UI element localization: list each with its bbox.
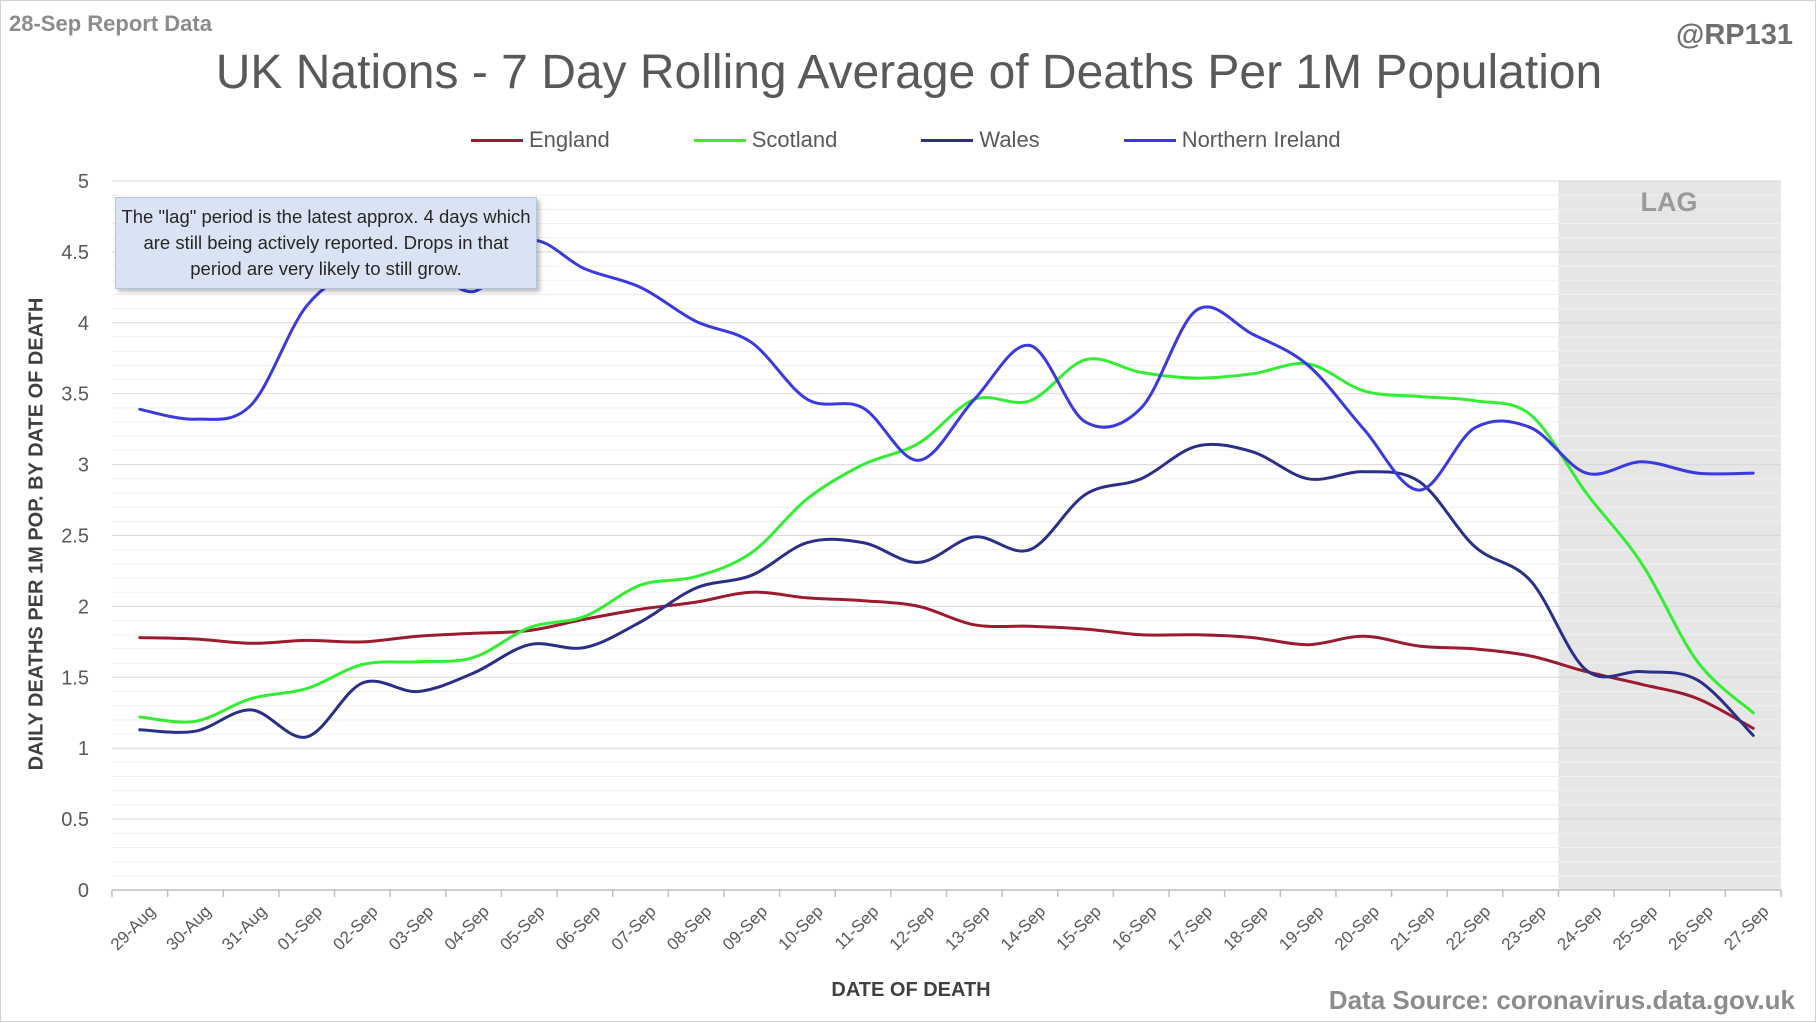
x-tick-label: 17-Sep [1164, 902, 1216, 954]
y-tick-label: 0.5 [61, 809, 89, 831]
y-tick-label: 1.5 [61, 667, 89, 689]
x-tick-label: 08-Sep [663, 902, 715, 954]
x-tick-label: 02-Sep [329, 902, 381, 954]
series-line-england [138, 590, 1755, 730]
y-tick-label: 2.5 [61, 526, 89, 548]
y-tick-label: 0 [78, 880, 89, 902]
x-tick-label: 19-Sep [1275, 902, 1327, 954]
y-tick-label: 3 [78, 455, 89, 477]
x-tick-label: 06-Sep [552, 902, 604, 954]
chart-title: UK Nations - 7 Day Rolling Average of De… [215, 46, 1603, 99]
x-tick-label: 24-Sep [1553, 902, 1605, 954]
legend-label-northern-ireland: Northern Ireland [1181, 127, 1341, 152]
lag-annotation-box: The "lag" period is the latest approx. 4… [115, 197, 537, 289]
x-tick-label: 22-Sep [1442, 902, 1494, 954]
chart-legend: England Scotland Wales Northern Ireland [471, 125, 1425, 155]
legend-item-england: England [471, 127, 610, 153]
y-tick-label: 3.5 [61, 384, 89, 406]
y-axis-title-text: DAILY DEATHS PER 1M POP. BY DATE OF DEAT… [25, 297, 48, 771]
x-tick-label: 20-Sep [1331, 902, 1383, 954]
legend-item-wales: Wales [921, 127, 1040, 153]
x-tick-label: 01-Sep [274, 902, 326, 954]
author-handle: @RP131 [1676, 19, 1793, 51]
x-tick-label: 16-Sep [1108, 902, 1160, 954]
legend-label-wales: Wales [979, 127, 1040, 152]
x-tick-label: 03-Sep [385, 902, 437, 954]
x-tick-label: 27-Sep [1720, 902, 1772, 954]
legend-swatch-northern-ireland [1123, 138, 1176, 142]
x-tick-label: 23-Sep [1498, 902, 1550, 954]
x-tick-label: 13-Sep [941, 902, 993, 954]
x-tick-label: 29-Aug [107, 902, 159, 954]
legend-label-england: England [529, 127, 610, 152]
x-tick-label: 15-Sep [1053, 902, 1105, 954]
x-tick-label: 05-Sep [496, 902, 548, 954]
lag-label: LAG [1640, 187, 1698, 217]
y-tick-label: 2 [78, 596, 89, 618]
legend-swatch-england [471, 138, 523, 142]
x-tick-label: 18-Sep [1220, 902, 1272, 954]
x-tick-label: 21-Sep [1386, 902, 1438, 954]
report-date-label: 28-Sep Report Data [9, 11, 212, 36]
x-tick-label: 09-Sep [719, 902, 771, 954]
y-tick-label: 4.5 [61, 242, 89, 264]
series-line-wales [138, 442, 1755, 739]
legend-item-scotland: Scotland [693, 127, 838, 153]
x-tick-label: 26-Sep [1665, 902, 1717, 954]
y-tick-label: 4 [78, 313, 89, 335]
x-tick-label: 14-Sep [997, 902, 1049, 954]
x-tick-label: 10-Sep [775, 902, 827, 954]
data-source-label: Data Source: coronavirus.data.gov.uk [1328, 985, 1795, 1015]
y-tick-label: 5 [78, 171, 89, 193]
x-tick-label: 07-Sep [608, 902, 660, 954]
x-tick-label: 31-Aug [218, 902, 270, 954]
legend-swatch-wales [921, 138, 974, 142]
x-tick-label: 11-Sep [831, 902, 882, 953]
legend-item-northern-ireland: Northern Ireland [1123, 127, 1341, 153]
x-tick-label: 04-Sep [441, 902, 493, 954]
x-tick-label: 25-Sep [1609, 902, 1661, 954]
x-tick-label: 30-Aug [163, 902, 215, 954]
x-axis-title: DATE OF DEATH [831, 979, 991, 1001]
x-tick-label: 12-Sep [886, 902, 938, 954]
legend-label-scotland: Scotland [751, 127, 838, 152]
series-line-scotland [138, 357, 1755, 724]
legend-swatch-scotland [693, 138, 746, 142]
y-tick-label: 1 [78, 738, 89, 760]
